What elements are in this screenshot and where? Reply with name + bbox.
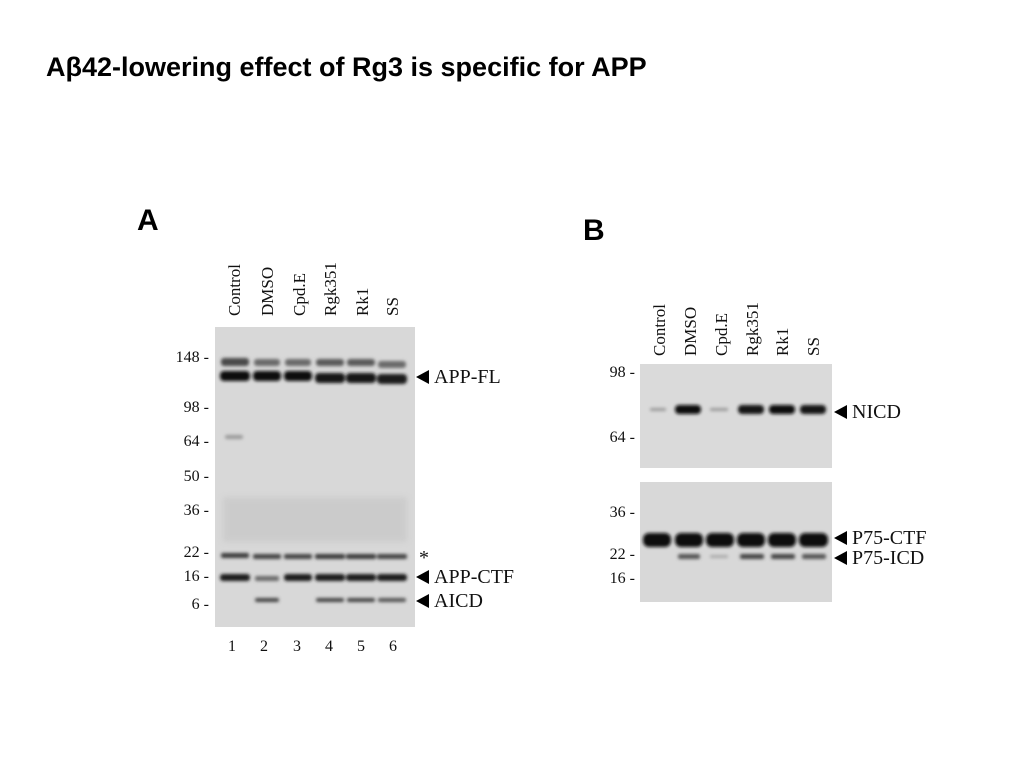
band <box>737 533 765 547</box>
band <box>315 574 345 581</box>
band <box>346 574 376 581</box>
band <box>675 405 701 414</box>
band-label-app-fl: APP-FL <box>416 366 501 389</box>
panel-a-lane-label: Rgk351 <box>321 262 340 316</box>
mw-marker: 64 - <box>609 429 635 446</box>
band <box>225 435 243 439</box>
mw-marker: 36 - <box>609 504 635 521</box>
band <box>221 358 249 366</box>
band <box>771 554 795 559</box>
band <box>802 554 826 559</box>
band <box>255 576 279 581</box>
band <box>316 359 344 366</box>
band <box>710 408 728 411</box>
panel-a-lane-label: Control <box>225 264 244 316</box>
panel-a-lane-label: SS <box>383 297 402 316</box>
band <box>378 361 406 368</box>
band <box>643 533 671 547</box>
figure: A Control DMSO Cpd.E Rgk351 Rk1 SS <box>125 190 955 665</box>
panel-b-lower-blot <box>640 482 832 602</box>
band <box>675 533 703 547</box>
lane-number: 2 <box>260 638 268 655</box>
band <box>378 598 406 602</box>
mw-marker: 148 - <box>175 349 209 366</box>
band <box>377 574 407 581</box>
band <box>255 598 279 602</box>
band <box>769 405 795 414</box>
asterisk-label: * <box>419 547 429 569</box>
lane-number: 5 <box>357 638 365 655</box>
panel-b-lane-label: Rgk351 <box>743 302 762 356</box>
band <box>220 574 250 581</box>
band-label-aicd: AICD <box>416 590 483 613</box>
lane-number: 6 <box>389 638 397 655</box>
band-label-p75-ctf: P75-CTF <box>834 527 926 550</box>
panel-b-lane-label: Rk1 <box>773 327 792 356</box>
band <box>377 374 407 384</box>
arrow-left-icon <box>834 405 847 419</box>
arrow-left-icon <box>834 531 847 545</box>
panel-a-letter: A <box>137 204 159 237</box>
panel-b-upper-blot <box>640 364 832 468</box>
slide-title: Aβ42-lowering effect of Rg3 is specific … <box>46 52 647 82</box>
band <box>800 405 826 414</box>
arrow-left-icon <box>834 551 847 565</box>
band <box>377 554 407 559</box>
lane-number: 4 <box>325 638 333 655</box>
band <box>285 359 311 366</box>
mw-marker: 16 - <box>183 568 209 585</box>
band <box>650 408 666 411</box>
band <box>706 533 734 547</box>
panel-a-lane-label: Cpd.E <box>290 273 309 316</box>
panel-b-lane-label: DMSO <box>681 306 700 356</box>
arrow-left-icon <box>416 370 429 384</box>
arrow-left-icon <box>416 594 429 608</box>
band <box>347 359 375 366</box>
panel-b-lane-label: SS <box>804 337 823 356</box>
mw-marker: 36 - <box>183 502 209 519</box>
mw-marker: 6 - <box>191 596 209 613</box>
mw-marker: 98 - <box>183 399 209 416</box>
panel-b-lane-label: Control <box>650 304 669 356</box>
band <box>710 555 728 558</box>
band <box>347 598 375 602</box>
band <box>253 371 281 381</box>
band <box>740 554 764 559</box>
band <box>768 533 796 547</box>
band <box>253 554 281 559</box>
band <box>346 373 376 383</box>
mw-marker: 22 - <box>183 544 209 561</box>
lane-number: 1 <box>228 638 236 655</box>
band <box>346 554 376 559</box>
mw-marker: 98 - <box>609 364 635 381</box>
mw-marker: 16 - <box>609 570 635 587</box>
mw-marker: 22 - <box>609 546 635 563</box>
band <box>284 574 312 581</box>
band <box>315 554 345 559</box>
band <box>284 554 312 559</box>
panel-a-blot <box>215 327 415 627</box>
lane-number: 3 <box>293 638 301 655</box>
band-label-app-ctf: APP-CTF <box>416 566 514 589</box>
band-label-nicd: NICD <box>834 401 901 424</box>
band <box>221 553 249 558</box>
mw-marker: 64 - <box>183 433 209 450</box>
panel-a-lane-label: DMSO <box>258 266 277 316</box>
panel-a-lane-label: Rk1 <box>353 287 372 316</box>
band <box>315 373 345 383</box>
mw-marker: 50 - <box>183 468 209 485</box>
band <box>220 371 250 381</box>
band <box>284 371 312 381</box>
band <box>799 533 828 547</box>
band <box>738 405 764 414</box>
panel-b-lane-label: Cpd.E <box>712 313 731 356</box>
band <box>316 598 344 602</box>
arrow-left-icon <box>416 570 429 584</box>
band-label-p75-icd: P75-ICD <box>834 547 924 570</box>
band <box>254 359 280 366</box>
band <box>678 554 700 559</box>
panel-b-letter: B <box>583 214 605 247</box>
